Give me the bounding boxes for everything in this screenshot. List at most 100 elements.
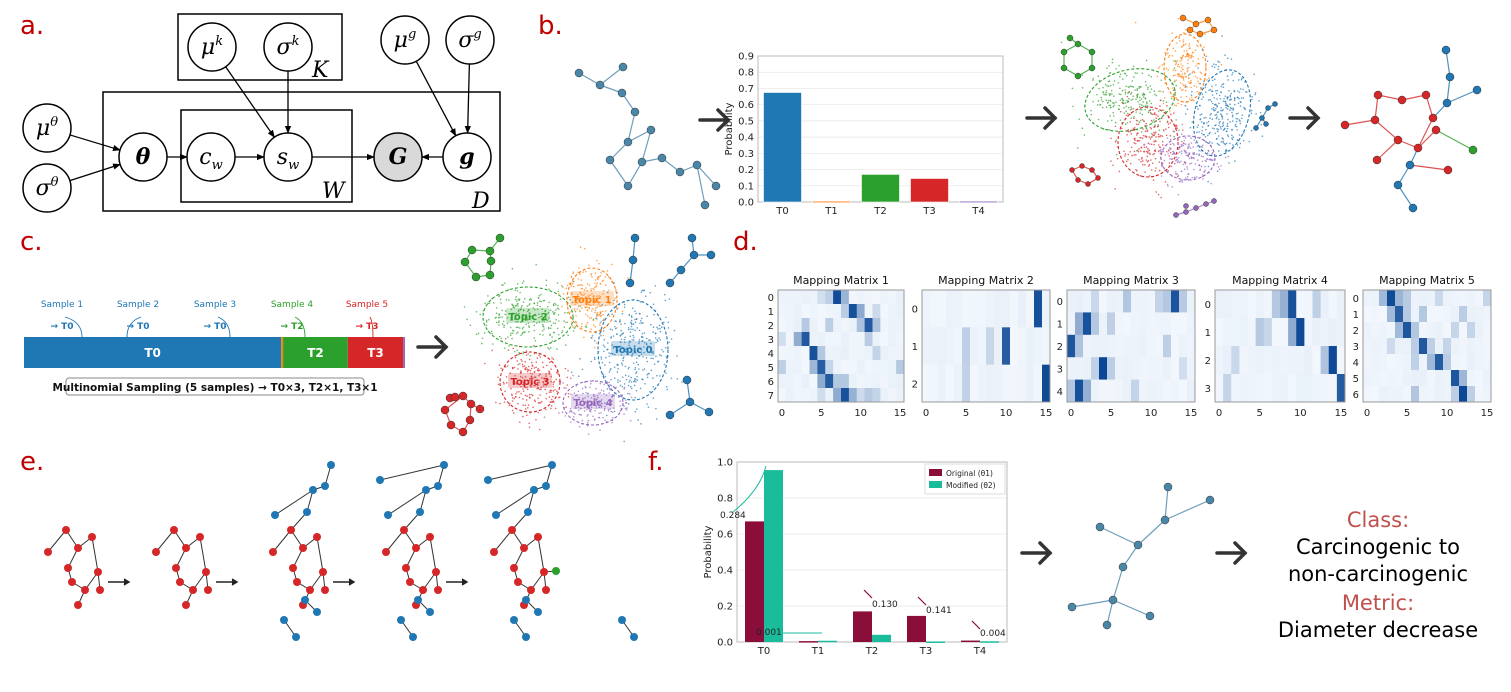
atom <box>687 233 697 243</box>
topic-point <box>634 321 637 324</box>
atom <box>327 461 335 469</box>
arrow-icon <box>698 108 731 132</box>
topic-point <box>1182 163 1185 166</box>
topic-point <box>601 361 604 364</box>
arrow-head <box>1038 541 1053 565</box>
heatmap-cell <box>778 346 787 361</box>
topic-point <box>1218 118 1220 121</box>
heatmap-cell <box>938 327 947 365</box>
topic-point <box>1071 87 1074 90</box>
topic-point <box>543 299 546 302</box>
topic-point <box>629 385 632 388</box>
heatmap-cell <box>841 346 850 361</box>
topic-point <box>1153 140 1155 143</box>
topic-point <box>500 337 503 340</box>
atom <box>419 586 427 594</box>
topic-point <box>557 290 560 293</box>
atom <box>460 257 470 267</box>
topic-point <box>1096 93 1098 96</box>
atom <box>172 564 180 572</box>
topic-point <box>1206 158 1208 160</box>
node-circle-theta <box>118 132 168 182</box>
row-tick-label: 3 <box>1057 364 1063 375</box>
topic-point <box>1179 146 1181 149</box>
topic-point <box>1225 142 1228 145</box>
topic-point <box>1161 64 1164 66</box>
topic-point <box>584 401 587 404</box>
topic-point <box>607 408 610 411</box>
topic-point <box>1173 135 1175 138</box>
topic-point <box>535 418 537 421</box>
topic-point <box>1185 28 1187 31</box>
topic-point <box>503 347 506 349</box>
topic-point <box>1160 175 1163 177</box>
topic-point <box>599 313 601 315</box>
atom <box>269 548 277 556</box>
topic-point <box>612 347 615 349</box>
atom <box>1079 163 1085 169</box>
topic-point <box>558 396 560 399</box>
generation-step-4 <box>376 461 530 641</box>
topic-point <box>1162 91 1165 93</box>
topic-point <box>1146 101 1148 103</box>
row-tick-label: 2 <box>768 321 774 332</box>
heatmap-cell <box>1083 379 1092 403</box>
heatmap-cell <box>809 332 818 347</box>
topic-point <box>1233 97 1236 99</box>
topic-point <box>622 357 624 360</box>
topic-point <box>1217 111 1219 113</box>
topic-point <box>1130 93 1132 95</box>
topic-point <box>1218 102 1220 105</box>
generation-step-5 <box>484 461 638 641</box>
topic-point <box>531 364 534 366</box>
topic-point <box>1232 136 1235 138</box>
heatmap-cell <box>1271 346 1281 375</box>
heatmap-cell <box>1280 290 1289 319</box>
topic-point <box>569 298 572 301</box>
topic-point <box>1183 139 1186 142</box>
topic-point <box>634 410 637 413</box>
bond <box>1446 89 1478 104</box>
topic-point <box>1244 90 1247 93</box>
topic-point <box>1175 124 1177 126</box>
topic-point <box>635 371 638 373</box>
topic-point <box>539 333 541 336</box>
heatmap-cell <box>1083 357 1092 380</box>
topic-point <box>610 400 613 403</box>
topic-point <box>1158 65 1161 68</box>
topic-point <box>1171 55 1174 57</box>
atom <box>182 601 190 609</box>
topic-point <box>644 382 646 385</box>
topic-point <box>1155 167 1157 169</box>
heatmap-cell <box>1239 318 1248 347</box>
topic-point <box>1225 102 1227 105</box>
topic-point <box>1193 152 1196 154</box>
heatmap-cell <box>1147 312 1156 336</box>
topic-point <box>529 315 532 318</box>
node-sigma_k: σk <box>263 22 313 72</box>
topic-point <box>1211 153 1213 155</box>
topic-point <box>576 297 579 300</box>
heatmap-cell <box>809 318 818 333</box>
topic-point <box>1242 88 1244 91</box>
topic-point <box>567 392 570 395</box>
topic-point <box>564 344 567 346</box>
atom <box>637 157 647 167</box>
topic-point <box>1157 135 1160 138</box>
topic-point <box>503 401 506 403</box>
heatmap-cell <box>1427 386 1436 403</box>
topic-point <box>1157 124 1160 126</box>
bond <box>272 529 292 553</box>
topic-point <box>1250 129 1253 132</box>
topic-point <box>1217 130 1219 133</box>
topic-point <box>507 336 509 338</box>
topic-point <box>628 381 631 383</box>
topic-point <box>518 327 521 329</box>
topic-point <box>546 364 548 367</box>
heatmap-cell <box>1247 374 1256 403</box>
heatmap-cell <box>1215 318 1224 347</box>
matrix-frame <box>1214 289 1346 403</box>
topic-point <box>1187 66 1190 69</box>
topic-point <box>601 402 603 405</box>
